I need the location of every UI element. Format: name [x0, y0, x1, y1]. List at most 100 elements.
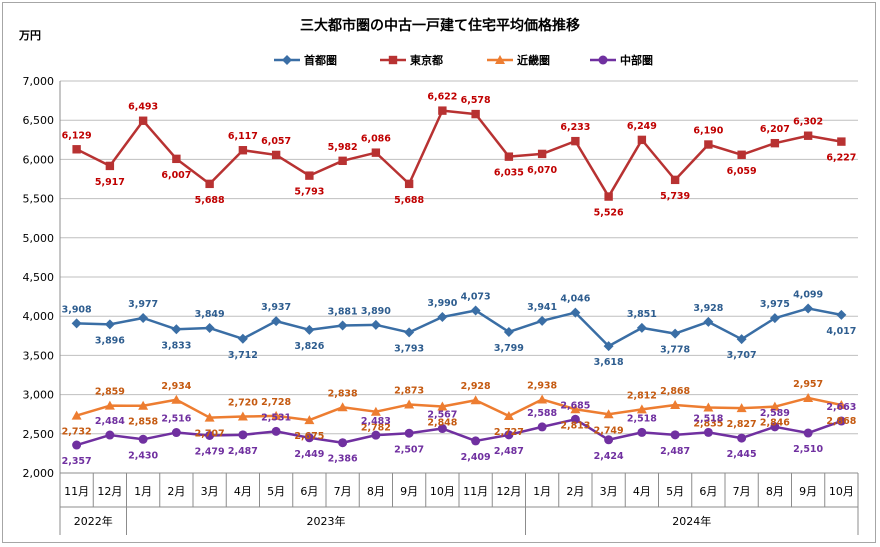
data-label: 2,445	[727, 449, 757, 460]
data-point	[570, 414, 580, 424]
series	[71, 303, 847, 352]
data-point	[471, 109, 480, 119]
data-point	[338, 156, 347, 166]
data-label: 2,409	[461, 452, 491, 463]
data-label: 2,728	[261, 397, 291, 408]
data-label: 6,086	[361, 134, 391, 145]
data-point	[337, 320, 348, 331]
data-label: 6,233	[560, 122, 590, 133]
y-tick-label: 3,000	[23, 389, 55, 402]
data-point	[371, 148, 381, 157]
data-label: 2,859	[95, 387, 125, 398]
y-tick-label: 2,500	[23, 428, 55, 441]
data-label: 3,618	[594, 357, 624, 368]
data-label: 2,813	[560, 420, 590, 431]
data-point	[438, 106, 447, 115]
data-point	[636, 404, 647, 414]
series	[72, 414, 846, 450]
data-label: 6,302	[793, 117, 823, 128]
data-point	[770, 138, 780, 148]
data-point	[670, 430, 680, 440]
data-point	[503, 326, 514, 337]
data-label: 2,707	[195, 429, 225, 440]
legend-label: 東京都	[410, 53, 443, 67]
data-label: 3,937	[261, 302, 291, 313]
x-tick-label: 5月	[666, 485, 684, 498]
x-tick-label: 8月	[766, 485, 784, 498]
data-point	[704, 140, 713, 149]
x-axis: 11月 12月 1月 2月 3月 4月 5月 6月 7月 8月 9月 10月 11月 12月 1月 2月 3月 4…	[59, 472, 859, 535]
data-label: 6,070	[527, 165, 557, 176]
data-label: 2,868	[826, 416, 856, 427]
data-label: 3,826	[294, 341, 324, 352]
data-point	[604, 435, 614, 445]
data-label: 3,707	[727, 350, 757, 361]
x-tick-label: 10月	[430, 485, 455, 498]
y-axis-unit-label: 万円	[18, 29, 41, 42]
data-label: 5,917	[95, 177, 125, 188]
data-label: 2,589	[760, 408, 790, 419]
y-tick-label: 6,000	[23, 153, 55, 166]
series-layer	[71, 106, 847, 450]
data-point	[205, 179, 214, 189]
data-point	[237, 333, 248, 344]
data-label: 6,249	[627, 121, 657, 132]
legend-marker	[282, 55, 292, 65]
data-label: 6,057	[261, 136, 291, 147]
data-point	[105, 161, 115, 171]
data-label: 2,518	[627, 413, 657, 424]
y-tick-label: 6,500	[23, 114, 55, 127]
data-point	[537, 149, 547, 159]
data-label: 3,793	[394, 343, 424, 354]
data-point	[71, 318, 82, 329]
data-label: 2,449	[294, 449, 324, 460]
data-point	[370, 319, 381, 330]
data-point	[138, 116, 148, 125]
data-point	[703, 402, 714, 412]
data-point	[304, 324, 315, 335]
data-label: 6,227	[826, 153, 856, 164]
data-label: 4,073	[461, 291, 491, 302]
data-point	[138, 434, 148, 444]
data-label: 3,881	[328, 307, 358, 318]
data-point	[736, 334, 747, 345]
y-tick-label: 4,000	[23, 310, 55, 323]
data-label: 5,526	[594, 208, 624, 219]
data-label: 6,622	[427, 92, 457, 103]
data-point	[737, 433, 747, 443]
data-point	[603, 341, 614, 352]
x-tick-label: 12月	[97, 485, 122, 498]
data-point	[803, 392, 814, 402]
x-tick-label: 4月	[633, 485, 651, 498]
data-point	[769, 313, 780, 324]
data-point	[437, 424, 447, 434]
data-point	[104, 400, 115, 410]
x-tick-label: 10月	[829, 485, 854, 498]
y-axis: 2,000 2,500 3,000 3,500 4,000 4,500 5,000 5,500…	[23, 75, 61, 480]
data-label: 6,578	[461, 95, 491, 106]
data-point	[570, 307, 581, 318]
data-label: 6,059	[727, 166, 757, 177]
y-tick-label: 3,500	[23, 349, 55, 362]
data-label: 2,782	[361, 423, 391, 434]
legend-label: 中部圏	[620, 53, 653, 67]
data-point	[404, 428, 414, 438]
data-point	[670, 399, 681, 409]
data-label: 2,479	[195, 446, 225, 457]
data-label: 2,732	[62, 427, 92, 438]
data-label: 2,357	[62, 456, 92, 467]
data-label: 2,685	[560, 400, 590, 411]
series-line	[76, 396, 842, 422]
data-label: 2,868	[660, 386, 690, 397]
data-point	[637, 135, 647, 145]
data-point	[105, 430, 115, 440]
legend-marker	[598, 55, 608, 65]
data-label: 3,799	[494, 343, 524, 354]
x-tick-label: 2月	[566, 485, 584, 498]
data-label: 2,928	[461, 381, 491, 392]
data-point	[238, 430, 248, 440]
data-label: 2,749	[594, 425, 624, 436]
data-point	[703, 316, 714, 327]
data-point	[371, 430, 381, 440]
